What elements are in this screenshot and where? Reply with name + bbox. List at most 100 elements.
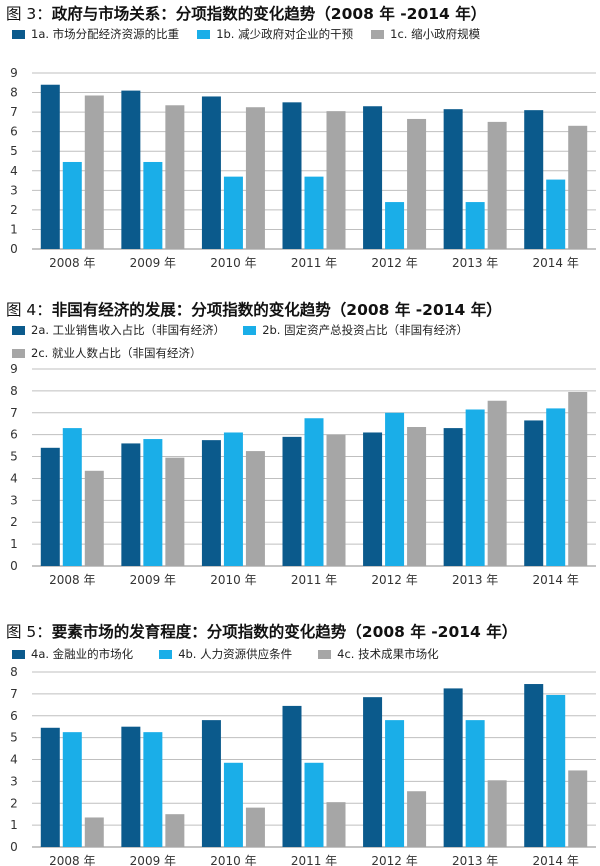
bar [304, 176, 324, 249]
chart-5-plot: 0 1 2 3 4 5 6 7 8 2008 年 2009 年 2010 年 2011 年 2012 年 2… [10, 665, 596, 866]
figure-title: 要素市场的发育程度：分项指数的变化趋势（2008 年 -2014 年） [51, 623, 518, 641]
x-tick-label: 2008 年 [49, 573, 95, 587]
bar [223, 432, 243, 566]
legend-swatch-light-blue [197, 29, 211, 39]
bar [407, 118, 427, 249]
y-tick-label: 7 [10, 687, 18, 701]
x-tick-label: 2008 年 [49, 854, 95, 866]
x-tick-label: 2012 年 [371, 573, 417, 587]
bar [245, 807, 265, 847]
y-tick-label: 9 [10, 66, 18, 80]
bar [443, 688, 463, 847]
chart-4-plot: 0 1 2 3 4 5 6 7 8 9 2008 年 2009 年 2010 年 2011 年 2012 年… [10, 362, 596, 587]
x-tick-label: 2013 年 [452, 573, 498, 587]
legend-item-4b: 4b. 人力资源供应条件 [159, 646, 292, 662]
legend-label: 2b. 固定资产总投资占比（非国有经济） [262, 323, 469, 337]
bar [121, 443, 141, 566]
legend: 4a. 金融业的市场化 4b. 人力资源供应条件 4c. 技术成果市场化 [12, 646, 457, 662]
y-tick-label: 6 [10, 125, 18, 139]
bar [304, 762, 324, 847]
bar [223, 762, 243, 847]
bar [487, 121, 507, 249]
chart-3-block: 图 3：政府与市场关系：分项指数的变化趋势（2008 年 -2014 年） 1a… [0, 2, 600, 272]
bar [62, 732, 82, 847]
legend-second-row: 2c. 就业人数占比（非国有经济） [12, 345, 219, 361]
bar [40, 447, 60, 566]
bar [568, 770, 588, 847]
y-tick-label: 4 [10, 471, 18, 485]
bar [407, 427, 427, 566]
y-tick-label: 4 [10, 164, 18, 178]
legend-item-1b: 1b. 减少政府对企业的干预 [197, 26, 353, 42]
bar [282, 705, 302, 847]
y-tick-label: 3 [10, 183, 18, 197]
bar [84, 470, 104, 566]
bar [143, 732, 163, 847]
legend-swatch-light-blue [159, 649, 173, 659]
x-tick-label: 2014 年 [533, 573, 579, 587]
x-tick-label: 2011 年 [291, 573, 337, 587]
bar [223, 176, 243, 249]
y-tick-label: 4 [10, 753, 18, 767]
y-tick-label: 2 [10, 515, 18, 529]
bar [568, 391, 588, 566]
y-tick-label: 7 [10, 406, 18, 420]
legend-item-4c: 4c. 技术成果市场化 [318, 646, 439, 662]
y-tick-label: 3 [10, 774, 18, 788]
bar [524, 684, 544, 847]
legend: 1a. 市场分配经济资源的比重 1b. 减少政府对企业的干预 1c. 缩小政府规… [12, 26, 498, 42]
bar [524, 110, 544, 250]
legend-item-1a: 1a. 市场分配经济资源的比重 [12, 26, 179, 42]
bar [40, 727, 60, 847]
x-tick-label: 2012 年 [371, 854, 417, 866]
legend-label: 4a. 金融业的市场化 [31, 647, 134, 661]
bar [165, 457, 185, 566]
legend-swatch-gray [318, 649, 332, 659]
y-tick-label: 0 [10, 559, 18, 573]
bar [84, 817, 104, 847]
bar [62, 161, 82, 249]
y-tick-label: 1 [10, 818, 18, 832]
bar [363, 432, 383, 566]
bar [201, 720, 221, 847]
bar [121, 90, 141, 249]
figure-number: 图 4： [6, 301, 52, 319]
figure-title: 政府与市场关系：分项指数的变化趋势（2008 年 -2014 年） [51, 5, 487, 23]
bar [385, 412, 405, 566]
bar [40, 84, 60, 249]
y-tick-label: 2 [10, 203, 18, 217]
legend: 2a. 工业销售收入占比（非国有经济） 2b. 固定资产总投资占比（非国有经济） [12, 322, 486, 338]
y-tick-label: 6 [10, 428, 18, 442]
x-tick-label: 2008 年 [49, 256, 95, 270]
y-tick-label: 0 [10, 840, 18, 854]
bar [385, 720, 405, 847]
y-tick-label: 0 [10, 242, 18, 256]
legend-swatch-gray [12, 348, 25, 358]
x-tick-label: 2009 年 [130, 256, 176, 270]
bar [326, 111, 346, 249]
bar [524, 420, 544, 566]
legend-swatch-light-blue [243, 325, 257, 335]
figure-title: 非国有经济的发展：分项指数的变化趋势（2008 年 -2014 年） [51, 301, 502, 319]
x-tick-label: 2014 年 [533, 256, 579, 270]
y-tick-label: 8 [10, 665, 18, 679]
y-tick-label: 5 [10, 731, 18, 745]
legend-item-2a: 2a. 工业销售收入占比（非国有经济） [12, 322, 225, 338]
bar [282, 102, 302, 249]
x-tick-label: 2010 年 [210, 573, 256, 587]
x-tick-label: 2013 年 [452, 854, 498, 866]
legend-item-2c: 2c. 就业人数占比（非国有经济） [12, 345, 201, 361]
legend-label: 1b. 减少政府对企业的干预 [216, 27, 354, 41]
legend-swatch-dark-blue [12, 29, 25, 39]
legend-item-2b: 2b. 固定资产总投资占比（非国有经济） [243, 322, 468, 338]
bar [62, 428, 82, 566]
y-tick-label: 8 [10, 86, 18, 100]
bar [245, 107, 265, 249]
bar [465, 202, 485, 249]
chart-3-plot: 0 1 2 3 4 5 6 7 8 9 2008 年 2009 年 2010 年 2011 年 2012 年… [10, 66, 596, 270]
y-tick-label: 7 [10, 105, 18, 119]
y-tick-label: 8 [10, 384, 18, 398]
bar [546, 179, 566, 249]
bar [443, 428, 463, 566]
bar [143, 439, 163, 566]
